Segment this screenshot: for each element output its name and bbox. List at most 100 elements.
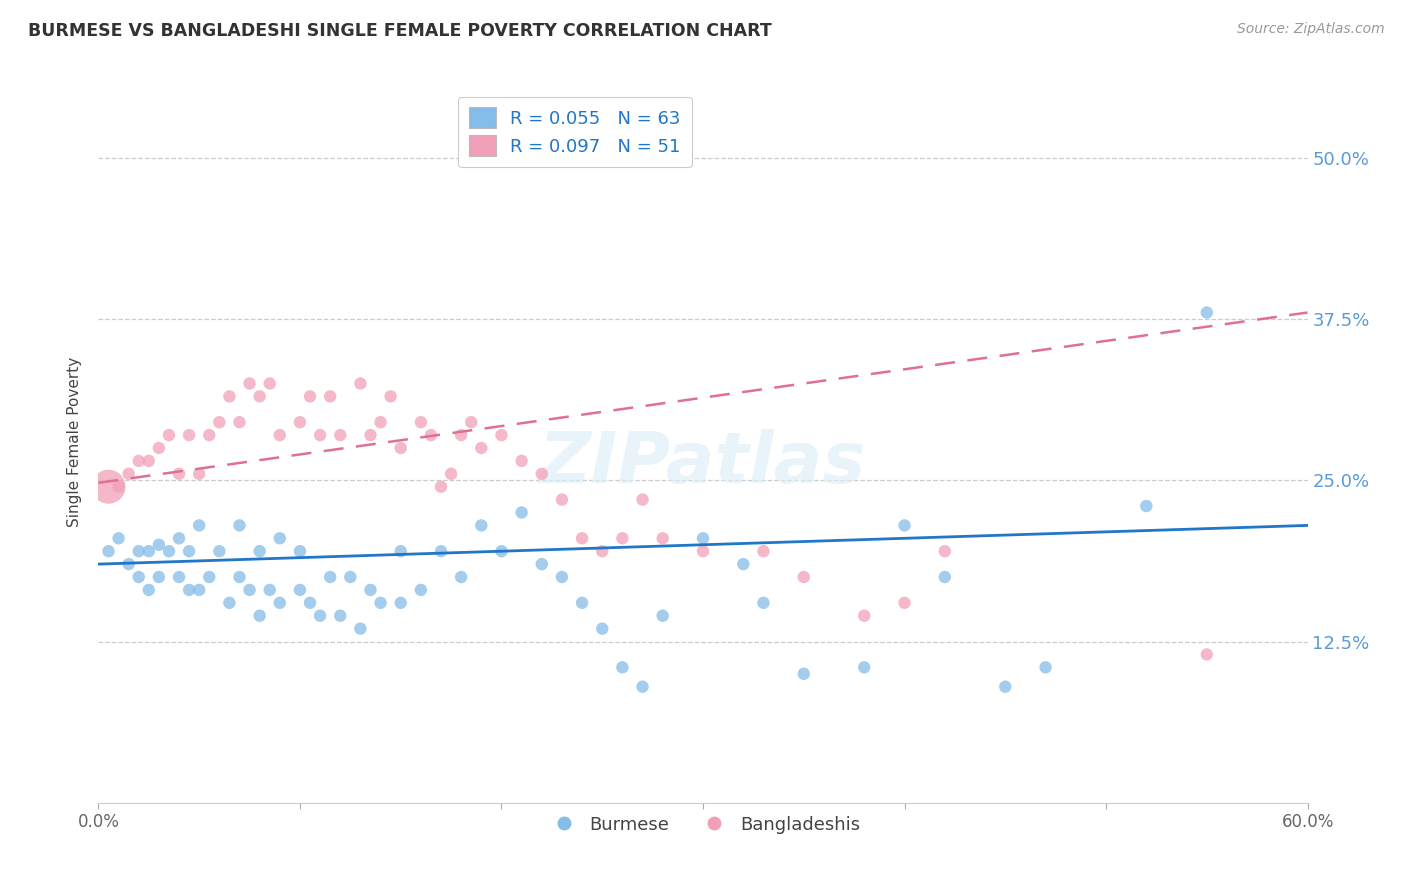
Legend: Burmese, Bangladeshis: Burmese, Bangladeshis: [538, 808, 868, 841]
Point: [530, 557, 553, 571]
Point: [470, 441, 492, 455]
Point: [118, 467, 141, 481]
Point: [138, 544, 160, 558]
Point: [491, 428, 513, 442]
Point: [440, 467, 463, 481]
Point: [228, 570, 250, 584]
Point: [591, 622, 613, 636]
Point: [269, 531, 291, 545]
Point: [319, 570, 342, 584]
Point: [934, 570, 956, 584]
Point: [470, 518, 492, 533]
Point: [107, 480, 129, 494]
Point: [793, 570, 815, 584]
Point: [128, 570, 150, 584]
Point: [752, 544, 775, 558]
Point: [450, 570, 472, 584]
Point: [853, 608, 876, 623]
Point: [591, 544, 613, 558]
Point: [309, 608, 332, 623]
Point: [692, 544, 714, 558]
Point: [571, 531, 593, 545]
Point: [239, 376, 262, 391]
Point: [269, 428, 291, 442]
Point: [148, 570, 170, 584]
Point: [309, 428, 332, 442]
Point: [208, 415, 231, 429]
Point: [188, 518, 211, 533]
Point: [530, 467, 553, 481]
Point: [370, 596, 392, 610]
Point: [651, 531, 673, 545]
Point: [157, 428, 180, 442]
Point: [420, 428, 443, 442]
Point: [380, 389, 402, 403]
Point: [128, 454, 150, 468]
Point: [1035, 660, 1057, 674]
Point: [167, 467, 190, 481]
Point: [612, 660, 634, 674]
Point: [107, 531, 129, 545]
Point: [167, 570, 190, 584]
Point: [249, 544, 271, 558]
Point: [179, 428, 201, 442]
Point: [97, 480, 120, 494]
Point: [218, 389, 240, 403]
Point: [631, 492, 654, 507]
Text: ZIPatlas: ZIPatlas: [540, 429, 866, 498]
Point: [409, 582, 432, 597]
Point: [329, 608, 352, 623]
Point: [188, 467, 211, 481]
Point: [571, 596, 593, 610]
Point: [551, 570, 574, 584]
Point: [510, 506, 533, 520]
Point: [389, 441, 412, 455]
Point: [118, 557, 141, 571]
Point: [450, 428, 472, 442]
Point: [934, 544, 956, 558]
Point: [389, 544, 412, 558]
Point: [460, 415, 482, 429]
Y-axis label: Single Female Poverty: Single Female Poverty: [67, 357, 83, 526]
Point: [733, 557, 755, 571]
Point: [179, 544, 201, 558]
Point: [249, 389, 271, 403]
Text: Source: ZipAtlas.com: Source: ZipAtlas.com: [1237, 22, 1385, 37]
Point: [157, 544, 180, 558]
Point: [389, 596, 412, 610]
Text: BURMESE VS BANGLADESHI SINGLE FEMALE POVERTY CORRELATION CHART: BURMESE VS BANGLADESHI SINGLE FEMALE POV…: [28, 22, 772, 40]
Point: [208, 544, 231, 558]
Point: [551, 492, 574, 507]
Point: [491, 544, 513, 558]
Point: [128, 544, 150, 558]
Point: [329, 428, 352, 442]
Point: [319, 389, 342, 403]
Point: [148, 441, 170, 455]
Point: [228, 415, 250, 429]
Point: [651, 608, 673, 623]
Point: [179, 582, 201, 597]
Point: [893, 518, 915, 533]
Point: [360, 582, 382, 597]
Point: [612, 531, 634, 545]
Point: [409, 415, 432, 429]
Point: [339, 570, 361, 584]
Point: [218, 596, 240, 610]
Point: [994, 680, 1017, 694]
Point: [1195, 648, 1218, 662]
Point: [148, 538, 170, 552]
Point: [793, 666, 815, 681]
Point: [239, 582, 262, 597]
Point: [198, 570, 221, 584]
Point: [228, 518, 250, 533]
Point: [349, 622, 371, 636]
Point: [299, 389, 322, 403]
Point: [188, 582, 211, 597]
Point: [138, 582, 160, 597]
Point: [288, 544, 311, 558]
Point: [288, 415, 311, 429]
Point: [752, 596, 775, 610]
Point: [360, 428, 382, 442]
Point: [259, 582, 281, 597]
Point: [853, 660, 876, 674]
